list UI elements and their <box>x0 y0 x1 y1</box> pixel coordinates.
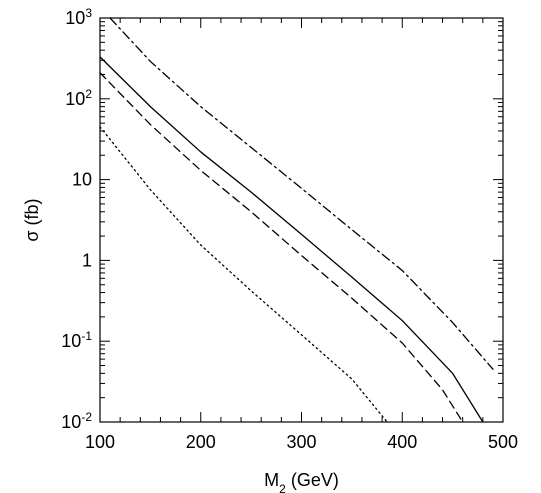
x-axis-title: M2 (GeV) <box>264 470 339 493</box>
y-tick-label: 102 <box>65 87 92 109</box>
x-tick-label: 100 <box>85 432 115 452</box>
series-line-3 <box>99 72 464 423</box>
x-tick-label: 400 <box>387 432 417 452</box>
x-axis-title-main: M <box>264 470 279 490</box>
y-tick-label: 10-2 <box>61 410 92 432</box>
x-tick-label: 300 <box>286 432 316 452</box>
plot-frame <box>99 17 504 423</box>
x-tick-label: 500 <box>488 432 518 452</box>
series-line-1 <box>109 17 494 370</box>
x-axis-title-suffix: (GeV) <box>286 470 339 490</box>
x-axis-title-subscript: 2 <box>279 482 286 493</box>
series-line-4 <box>99 126 388 423</box>
x-tick-label: 200 <box>186 432 216 452</box>
y-tick-label: 1 <box>82 250 92 270</box>
y-tick-label: 10 <box>72 170 92 190</box>
y-tick-label: 103 <box>65 6 92 28</box>
y-tick-label: 10-1 <box>61 329 92 351</box>
y-axis-title: σ (fb) <box>22 198 42 241</box>
series-line-2 <box>99 56 484 423</box>
